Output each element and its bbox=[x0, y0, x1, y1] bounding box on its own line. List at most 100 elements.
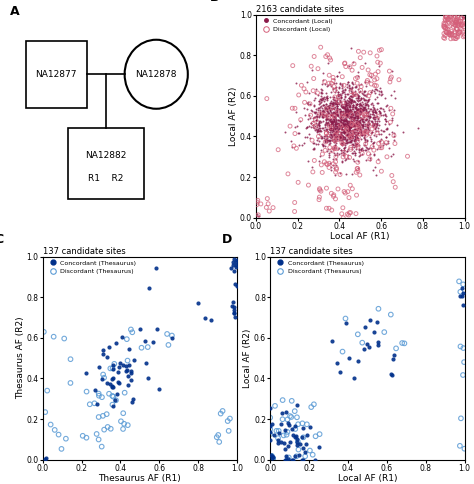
Point bbox=[376, 59, 384, 67]
Point bbox=[315, 97, 323, 105]
Point bbox=[300, 424, 307, 431]
Point bbox=[91, 386, 99, 394]
Point bbox=[145, 374, 152, 381]
Point bbox=[44, 387, 51, 394]
Point bbox=[319, 101, 327, 109]
Point bbox=[268, 454, 275, 462]
Point bbox=[125, 361, 133, 369]
Point bbox=[325, 125, 332, 133]
Point bbox=[339, 151, 347, 159]
Point bbox=[342, 63, 350, 71]
Point bbox=[329, 93, 337, 101]
Point bbox=[289, 62, 297, 70]
Point bbox=[346, 108, 354, 116]
Point bbox=[357, 95, 365, 103]
Point bbox=[355, 47, 362, 55]
Point bbox=[346, 105, 354, 112]
Point bbox=[338, 210, 346, 218]
Point bbox=[328, 206, 336, 214]
Point bbox=[291, 208, 298, 215]
Point bbox=[332, 152, 340, 160]
Point bbox=[342, 116, 350, 124]
Point bbox=[353, 128, 361, 136]
Point bbox=[459, 301, 466, 309]
Point bbox=[355, 106, 363, 114]
Point bbox=[334, 136, 342, 143]
Point bbox=[382, 117, 390, 124]
Point bbox=[331, 131, 339, 139]
Point bbox=[114, 378, 122, 385]
Point bbox=[331, 98, 338, 106]
Point bbox=[350, 91, 358, 98]
Point bbox=[328, 128, 336, 136]
Point bbox=[339, 133, 346, 141]
Point bbox=[322, 104, 330, 112]
Point bbox=[362, 106, 370, 114]
Point bbox=[322, 116, 330, 124]
Point bbox=[458, 14, 466, 22]
Point bbox=[339, 125, 346, 133]
Point bbox=[269, 453, 276, 461]
Point bbox=[445, 15, 452, 23]
Point bbox=[314, 134, 322, 141]
Point bbox=[79, 432, 87, 439]
Point bbox=[328, 100, 336, 108]
Point bbox=[307, 123, 314, 131]
Point bbox=[341, 135, 349, 142]
Point bbox=[344, 125, 352, 133]
Point bbox=[319, 140, 326, 148]
Point bbox=[292, 432, 300, 440]
Point bbox=[305, 111, 313, 119]
Point bbox=[351, 148, 358, 155]
Point bbox=[337, 132, 344, 139]
Point bbox=[336, 136, 344, 143]
Point bbox=[334, 91, 342, 99]
Point bbox=[336, 136, 343, 144]
Point bbox=[268, 454, 276, 462]
Point bbox=[319, 118, 327, 125]
Point bbox=[337, 123, 345, 131]
Point bbox=[370, 120, 377, 128]
Point bbox=[345, 354, 353, 362]
Point bbox=[333, 102, 341, 109]
Point bbox=[362, 60, 369, 67]
Point bbox=[357, 101, 365, 108]
Point bbox=[390, 129, 398, 136]
Point bbox=[355, 81, 363, 89]
Point bbox=[332, 134, 339, 141]
Point bbox=[382, 133, 390, 141]
Point bbox=[335, 84, 342, 92]
Point bbox=[343, 110, 351, 118]
Point bbox=[331, 119, 339, 126]
Point bbox=[366, 113, 374, 121]
Point bbox=[315, 121, 323, 129]
Point bbox=[357, 126, 365, 134]
Point bbox=[323, 103, 331, 110]
Point bbox=[339, 126, 347, 134]
Point bbox=[359, 146, 367, 153]
Point bbox=[329, 99, 337, 106]
Point bbox=[341, 109, 349, 117]
Point bbox=[454, 18, 461, 26]
Point bbox=[326, 122, 333, 130]
Point bbox=[311, 126, 319, 134]
Point bbox=[317, 109, 324, 117]
Point bbox=[344, 121, 352, 129]
Point bbox=[356, 171, 364, 179]
Point bbox=[356, 105, 364, 113]
Point bbox=[351, 114, 358, 122]
Point bbox=[315, 133, 322, 140]
Point bbox=[345, 94, 353, 102]
Point bbox=[331, 133, 339, 140]
Point bbox=[367, 137, 375, 145]
Point bbox=[229, 258, 237, 266]
Point bbox=[295, 446, 302, 454]
Point bbox=[366, 89, 374, 96]
Point bbox=[360, 103, 367, 110]
Point bbox=[122, 362, 130, 370]
Point bbox=[328, 124, 335, 132]
Point bbox=[361, 100, 368, 107]
Point bbox=[373, 122, 380, 130]
Point bbox=[363, 115, 370, 123]
Point bbox=[328, 131, 335, 139]
